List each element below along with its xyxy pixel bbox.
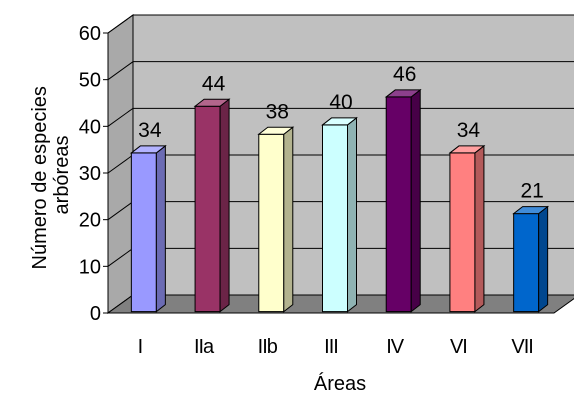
bar-front	[385, 96, 412, 313]
bar-VII	[512, 205, 550, 313]
data-label-I: 34	[138, 119, 162, 142]
bar-I	[129, 144, 167, 313]
bar-front	[130, 152, 157, 313]
bar-side	[283, 126, 294, 313]
gridline	[107, 14, 574, 34]
bar-side	[474, 144, 485, 313]
bar-IV	[384, 88, 422, 313]
bar-top	[193, 98, 231, 107]
bar-III	[321, 116, 358, 313]
x-tick-label-I: I	[138, 336, 143, 358]
data-label-IIa: 44	[202, 72, 226, 95]
y-tick-label: 40	[79, 116, 101, 138]
y-axis-ticks: 0 10 20 30 40 50 60	[79, 23, 108, 325]
bar-front	[322, 124, 348, 313]
bar-top	[448, 145, 486, 154]
bar-side	[155, 144, 166, 313]
x-tick-label-IIa: IIa	[194, 336, 215, 358]
x-tick-label-VII: VII	[511, 336, 532, 358]
x-tick-label-IIb: IIb	[258, 336, 278, 358]
y-axis-title: Número de especies arbóreas	[29, 81, 73, 270]
y-axis-title-line-2: arbóreas	[51, 136, 73, 215]
data-label-VI: 34	[457, 119, 481, 142]
bar-top	[512, 206, 550, 215]
gridline	[107, 61, 574, 81]
bar-top	[257, 126, 295, 135]
data-label-III: 40	[329, 91, 352, 114]
data-label-IIb: 38	[266, 100, 289, 123]
bar-front	[449, 152, 476, 313]
bar-top	[129, 145, 167, 154]
bar-side	[347, 116, 357, 313]
y-axis-title-line-1: Número de especies	[29, 86, 51, 269]
x-tick-label-IV: IV	[386, 336, 405, 358]
y-tick-label: 0	[90, 303, 101, 325]
bar-IIa	[193, 98, 231, 313]
bar-IIb	[257, 126, 295, 313]
y-tick-label: 10	[79, 256, 101, 278]
bar-front	[258, 133, 285, 313]
bar-VI	[448, 144, 486, 313]
y-tick-label: 50	[79, 70, 101, 92]
bars	[129, 88, 550, 313]
gridline	[107, 107, 574, 127]
x-tick-label-VI: VI	[450, 336, 467, 358]
y-tick-label: 30	[79, 163, 101, 185]
bar-front	[513, 213, 540, 313]
x-tick-label-III: III	[324, 336, 338, 358]
bar-side	[410, 88, 421, 313]
x-axis-title: Áreas	[314, 372, 366, 395]
data-label-IV: 46	[393, 63, 416, 86]
y-tick-label: 60	[79, 23, 101, 45]
bar-front	[194, 105, 221, 313]
y-tick-label: 20	[79, 210, 101, 232]
bar-top	[321, 117, 358, 126]
x-axis-ticks: I IIa IIb III IV VI VII	[138, 336, 534, 358]
bar-side	[219, 98, 230, 313]
bar-top	[384, 89, 422, 98]
data-labels: 34 44 38 40 46 34 21	[138, 63, 544, 203]
data-label-VII: 21	[520, 180, 543, 203]
bar-side	[538, 205, 549, 313]
